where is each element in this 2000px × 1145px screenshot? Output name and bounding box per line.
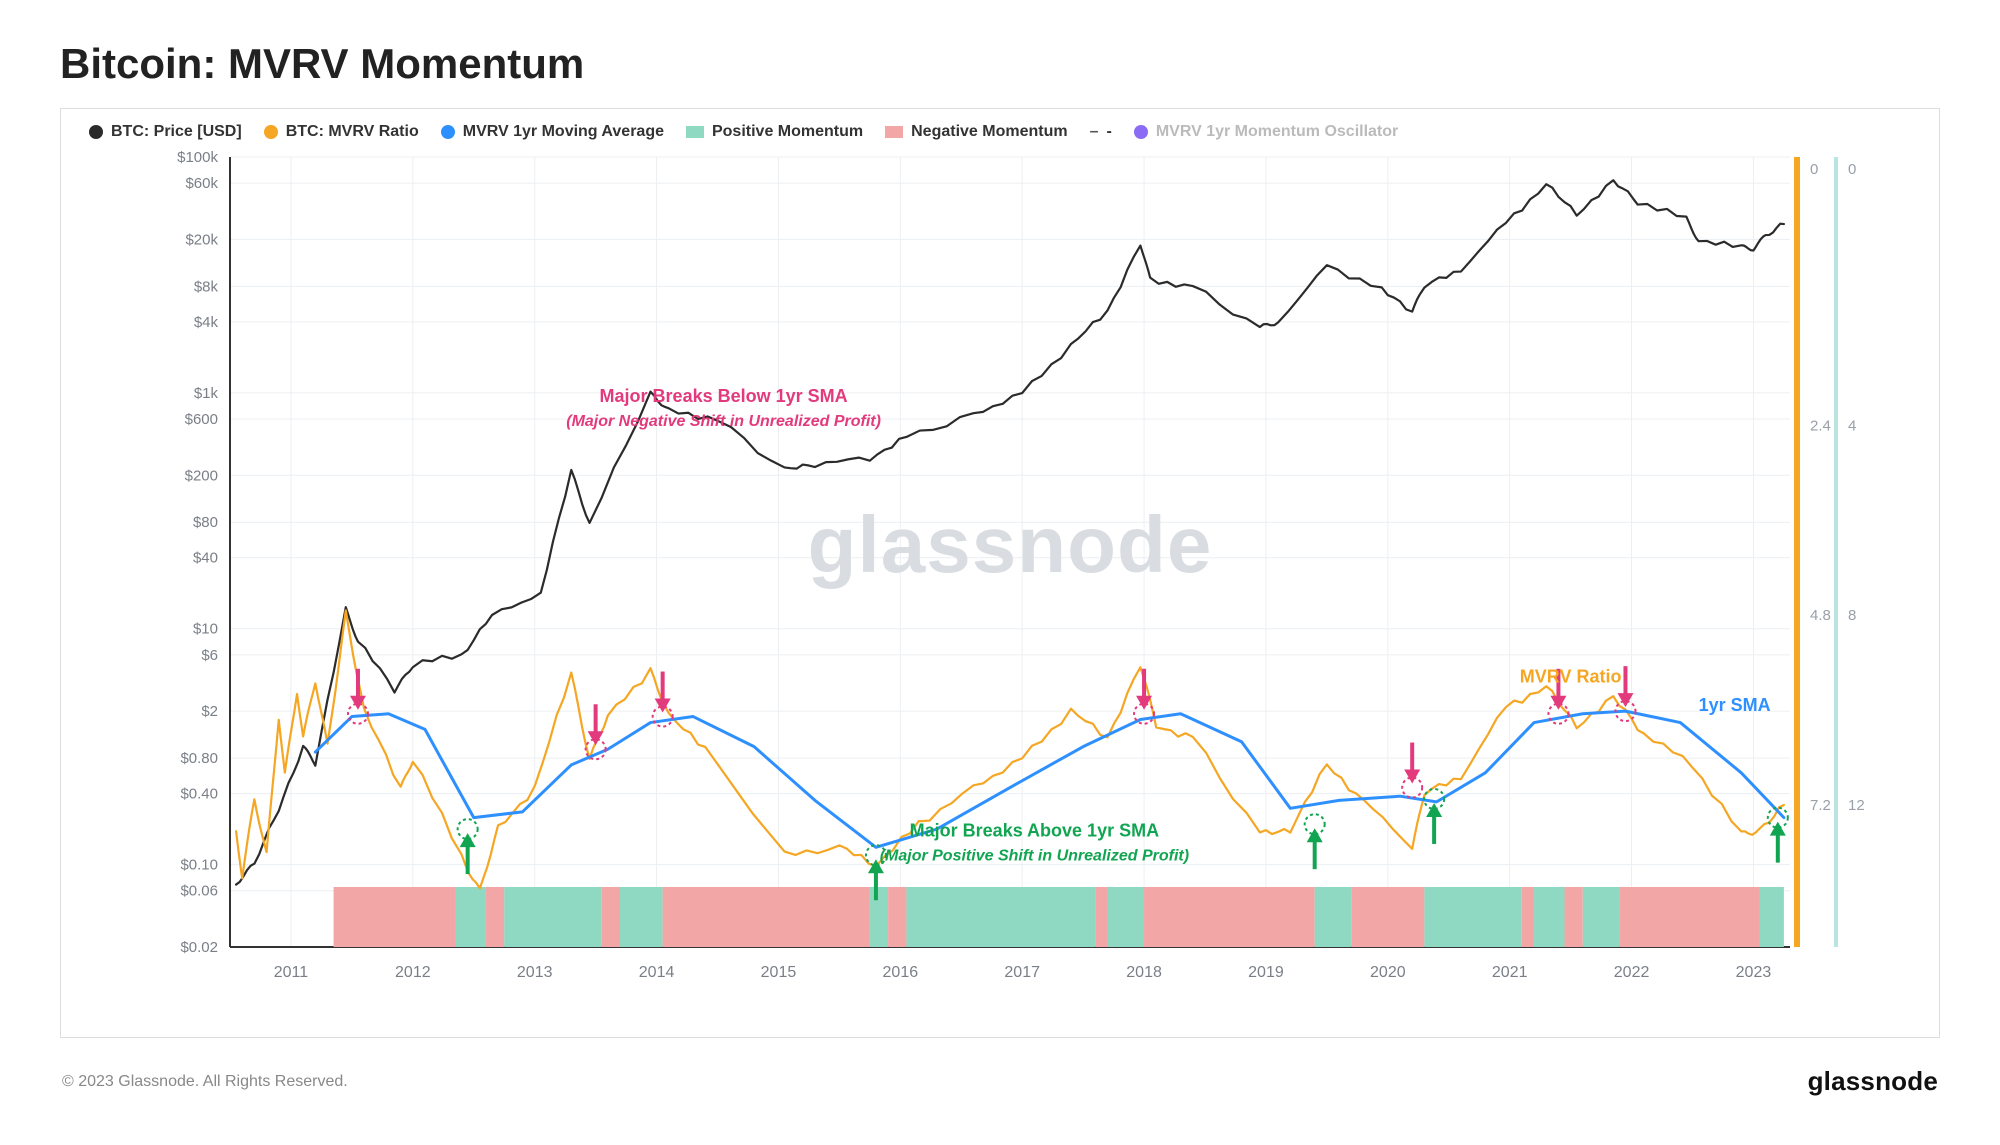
legend-item: MVRV 1yr Momentum Oscillator bbox=[1134, 123, 1398, 141]
svg-text:0: 0 bbox=[1848, 161, 1856, 178]
svg-text:2014: 2014 bbox=[639, 964, 675, 981]
momentum-band bbox=[1522, 887, 1534, 947]
legend-label: BTC: Price [USD] bbox=[111, 123, 242, 141]
momentum-band bbox=[1144, 887, 1315, 947]
svg-text:$1k: $1k bbox=[194, 385, 219, 402]
momentum-band bbox=[1619, 887, 1759, 947]
svg-text:4.8: 4.8 bbox=[1810, 607, 1831, 624]
legend-item: BTC: MVRV Ratio bbox=[264, 123, 419, 141]
legend-label: Negative Momentum bbox=[911, 123, 1067, 141]
momentum-band bbox=[1534, 887, 1564, 947]
legend-swatch bbox=[686, 126, 704, 138]
chart-title: Bitcoin: MVRV Momentum bbox=[60, 40, 1940, 88]
momentum-band bbox=[663, 887, 870, 947]
svg-text:$0.06: $0.06 bbox=[180, 883, 218, 900]
momentum-band bbox=[1760, 887, 1784, 947]
svg-text:0: 0 bbox=[1810, 161, 1818, 178]
momentum-band bbox=[486, 887, 504, 947]
legend-item: Positive Momentum bbox=[686, 123, 863, 141]
annotation-below-sub: (Major Negative Shift in Unrealized Prof… bbox=[566, 413, 881, 430]
momentum-band bbox=[602, 887, 620, 947]
legend-swatch: – bbox=[1090, 123, 1099, 141]
svg-text:2.4: 2.4 bbox=[1810, 418, 1831, 435]
copyright-text: © 2023 Glassnode. All Rights Reserved. bbox=[62, 1073, 348, 1091]
svg-text:2019: 2019 bbox=[1248, 964, 1284, 981]
momentum-band bbox=[870, 887, 888, 947]
chart-plot: $100k$60k$20k$8k$4k$1k$600$200$80$40$10$… bbox=[89, 147, 1911, 1017]
momentum-band bbox=[334, 887, 456, 947]
svg-text:$100k: $100k bbox=[177, 149, 218, 166]
chart-container: BTC: Price [USD] BTC: MVRV Ratio MVRV 1yr … bbox=[60, 108, 1940, 1038]
svg-text:$10: $10 bbox=[193, 621, 218, 638]
svg-text:8: 8 bbox=[1848, 607, 1856, 624]
svg-text:$20k: $20k bbox=[185, 231, 218, 248]
momentum-band bbox=[1315, 887, 1352, 947]
legend-swatch bbox=[885, 126, 903, 138]
legend-item: Negative Momentum bbox=[885, 123, 1067, 141]
momentum-band bbox=[504, 887, 602, 947]
annotation-above-sub: (Major Positive Shift in Unrealized Prof… bbox=[880, 847, 1189, 864]
brand-logo: glassnode bbox=[1808, 1066, 1938, 1097]
momentum-band bbox=[1095, 887, 1107, 947]
svg-text:$8k: $8k bbox=[194, 278, 219, 295]
svg-text:12: 12 bbox=[1848, 797, 1865, 814]
annotation-below-title: Major Breaks Below 1yr SMA bbox=[600, 386, 848, 406]
svg-text:2013: 2013 bbox=[517, 964, 553, 981]
legend-swatch bbox=[264, 125, 278, 139]
svg-text:2017: 2017 bbox=[1004, 964, 1040, 981]
svg-text:$0.80: $0.80 bbox=[180, 750, 218, 767]
svg-text:7.2: 7.2 bbox=[1810, 797, 1831, 814]
svg-text:4: 4 bbox=[1848, 418, 1856, 435]
svg-text:$2: $2 bbox=[201, 703, 218, 720]
legend-swatch bbox=[441, 125, 455, 139]
watermark: glassnode bbox=[808, 500, 1213, 589]
legend-label: MVRV 1yr Momentum Oscillator bbox=[1156, 123, 1398, 141]
legend-label: Positive Momentum bbox=[712, 123, 863, 141]
momentum-band bbox=[1583, 887, 1620, 947]
svg-text:$4k: $4k bbox=[194, 314, 219, 331]
legend-item: –- bbox=[1090, 123, 1112, 141]
svg-text:$200: $200 bbox=[185, 467, 218, 484]
momentum-band bbox=[620, 887, 663, 947]
momentum-band bbox=[888, 887, 906, 947]
svg-text:2020: 2020 bbox=[1370, 964, 1406, 981]
legend-item: MVRV 1yr Moving Average bbox=[441, 123, 664, 141]
legend-swatch bbox=[89, 125, 103, 139]
svg-text:$0.10: $0.10 bbox=[180, 857, 218, 874]
legend: BTC: Price [USD] BTC: MVRV Ratio MVRV 1yr … bbox=[89, 123, 1911, 141]
svg-text:2022: 2022 bbox=[1614, 964, 1650, 981]
sma-series-label: 1yr SMA bbox=[1699, 695, 1771, 715]
svg-text:$40: $40 bbox=[193, 550, 218, 567]
momentum-band bbox=[1424, 887, 1522, 947]
svg-text:2021: 2021 bbox=[1492, 964, 1528, 981]
svg-text:$600: $600 bbox=[185, 411, 218, 428]
svg-text:$0.40: $0.40 bbox=[180, 786, 218, 803]
svg-text:2016: 2016 bbox=[883, 964, 919, 981]
momentum-band bbox=[455, 887, 485, 947]
momentum-band bbox=[1108, 887, 1145, 947]
legend-label: - bbox=[1107, 123, 1112, 141]
svg-text:$60k: $60k bbox=[185, 175, 218, 192]
legend-label: MVRV 1yr Moving Average bbox=[463, 123, 664, 141]
svg-text:2015: 2015 bbox=[761, 964, 797, 981]
legend-item: BTC: Price [USD] bbox=[89, 123, 242, 141]
annotation-above-title: Major Breaks Above 1yr SMA bbox=[910, 820, 1159, 840]
momentum-band bbox=[1351, 887, 1424, 947]
momentum-band bbox=[1565, 887, 1583, 947]
svg-text:$80: $80 bbox=[193, 514, 218, 531]
svg-text:2023: 2023 bbox=[1736, 964, 1772, 981]
svg-text:$0.02: $0.02 bbox=[180, 939, 218, 956]
svg-text:$6: $6 bbox=[201, 647, 218, 664]
svg-text:2018: 2018 bbox=[1126, 964, 1162, 981]
legend-swatch bbox=[1134, 125, 1148, 139]
svg-text:2011: 2011 bbox=[274, 964, 309, 981]
svg-text:2012: 2012 bbox=[395, 964, 431, 981]
momentum-band bbox=[906, 887, 1095, 947]
legend-label: BTC: MVRV Ratio bbox=[286, 123, 419, 141]
mvrv-series-label: MVRV Ratio bbox=[1520, 666, 1622, 686]
